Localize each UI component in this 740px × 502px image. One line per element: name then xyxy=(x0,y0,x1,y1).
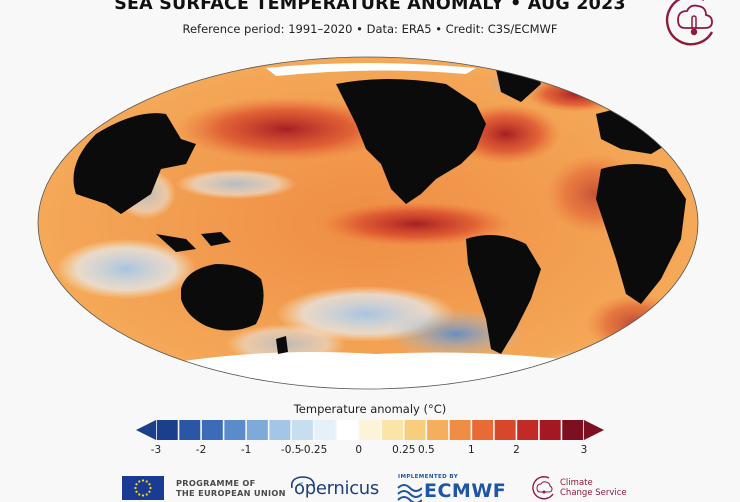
c3s-line-2: Change Service xyxy=(560,488,627,498)
scale-swatch xyxy=(359,420,381,440)
ecmwf-wave-icon xyxy=(397,484,422,502)
color-scale: -3 -2 -1 -0.5-0.25 0 0.25 0.5 1 2 3 xyxy=(136,420,604,456)
scale-swatch xyxy=(404,420,426,440)
eu-star xyxy=(138,493,141,496)
scale-swatch xyxy=(201,420,223,440)
scale-swatch xyxy=(179,420,201,440)
programme-line-1: PROGRAMME OF xyxy=(176,478,256,488)
eu-star xyxy=(135,483,138,486)
arctic-ice xyxy=(266,63,476,76)
scale-swatch xyxy=(224,420,246,440)
scale-tick-label: 2 xyxy=(513,444,520,456)
eu-star xyxy=(148,483,151,486)
scale-swatch xyxy=(562,420,584,440)
scale-swatch xyxy=(472,420,494,440)
scale-swatch xyxy=(246,420,268,440)
ecmwf-logo-text: ECMWF xyxy=(424,480,507,502)
copernicus-swoosh-icon xyxy=(290,476,315,491)
footer: PROGRAMME OF THE EUROPEAN UNION opernicu… xyxy=(0,470,740,502)
scale-swatch xyxy=(427,420,449,440)
scale-swatch xyxy=(449,420,471,440)
programme-label: PROGRAMME OF THE EUROPEAN UNION xyxy=(176,478,286,498)
africa-landmass xyxy=(596,164,686,304)
eu-star xyxy=(149,486,152,490)
scale-swatch xyxy=(517,420,539,440)
equatorial-pacific-warm-anomaly xyxy=(321,202,511,246)
implemented-by-label: IMPLEMENTED BY xyxy=(398,474,459,480)
page-subtitle: Reference period: 1991–2020 • Data: ERA5… xyxy=(182,22,558,36)
scale-swatch xyxy=(291,420,313,440)
scale-tick-label: -0.25 xyxy=(300,444,327,456)
scale-tick-label: 0.5 xyxy=(418,444,435,456)
eu-star xyxy=(148,490,151,493)
scale-tick-label: 0.25 xyxy=(392,444,415,456)
eu-star xyxy=(141,494,145,497)
scale-tick-label: -3 xyxy=(151,444,161,456)
north-america-landmass xyxy=(336,79,486,204)
scale-tick-label: -0.5 xyxy=(281,444,302,456)
scale-arrow-max xyxy=(584,420,604,440)
scale-tick-label: -1 xyxy=(241,444,251,456)
scale-tick-label: 1 xyxy=(468,444,475,456)
north-pacific-warm-anomaly xyxy=(176,97,396,161)
eu-star xyxy=(134,486,137,490)
eu-star xyxy=(141,479,145,482)
eu-star xyxy=(145,480,148,483)
scale-tick-label: 0 xyxy=(355,444,362,456)
c3s-line-1: Climate xyxy=(560,478,593,488)
asia-landmass xyxy=(73,113,196,214)
copernicus-logo-text: opernicus xyxy=(294,478,379,499)
eu-star xyxy=(138,480,141,483)
scale-tick-label: 3 xyxy=(581,444,588,456)
scale-swatch xyxy=(494,420,516,440)
antarctica-ice xyxy=(38,352,698,389)
scale-swatch xyxy=(314,420,336,440)
c3s-thermometer-logo xyxy=(665,0,714,46)
scale-swatch xyxy=(539,420,561,440)
indian-ocean-cool-anomaly xyxy=(56,239,196,299)
legend-title: Temperature anomaly (°C) xyxy=(293,402,447,416)
c3s-label: Climate Change Service xyxy=(560,478,627,498)
c3s-small-logo-icon xyxy=(532,476,554,500)
eu-flag-icon xyxy=(122,476,164,500)
scale-arrow-min xyxy=(136,420,156,440)
eu-star xyxy=(145,493,148,496)
page-title: SEA SURFACE TEMPERATURE ANOMALY • AUG 20… xyxy=(114,0,626,14)
scale-swatch xyxy=(269,420,291,440)
scale-tick-label: -2 xyxy=(196,444,206,456)
scale-swatch xyxy=(156,420,178,440)
eu-star xyxy=(135,490,138,493)
sst-anomaly-map xyxy=(37,56,699,390)
programme-line-2: THE EUROPEAN UNION xyxy=(176,487,286,498)
scale-swatch xyxy=(382,420,403,440)
scale-swatch xyxy=(337,420,358,440)
south-america-landmass xyxy=(466,235,541,354)
australia-landmass xyxy=(181,264,264,331)
